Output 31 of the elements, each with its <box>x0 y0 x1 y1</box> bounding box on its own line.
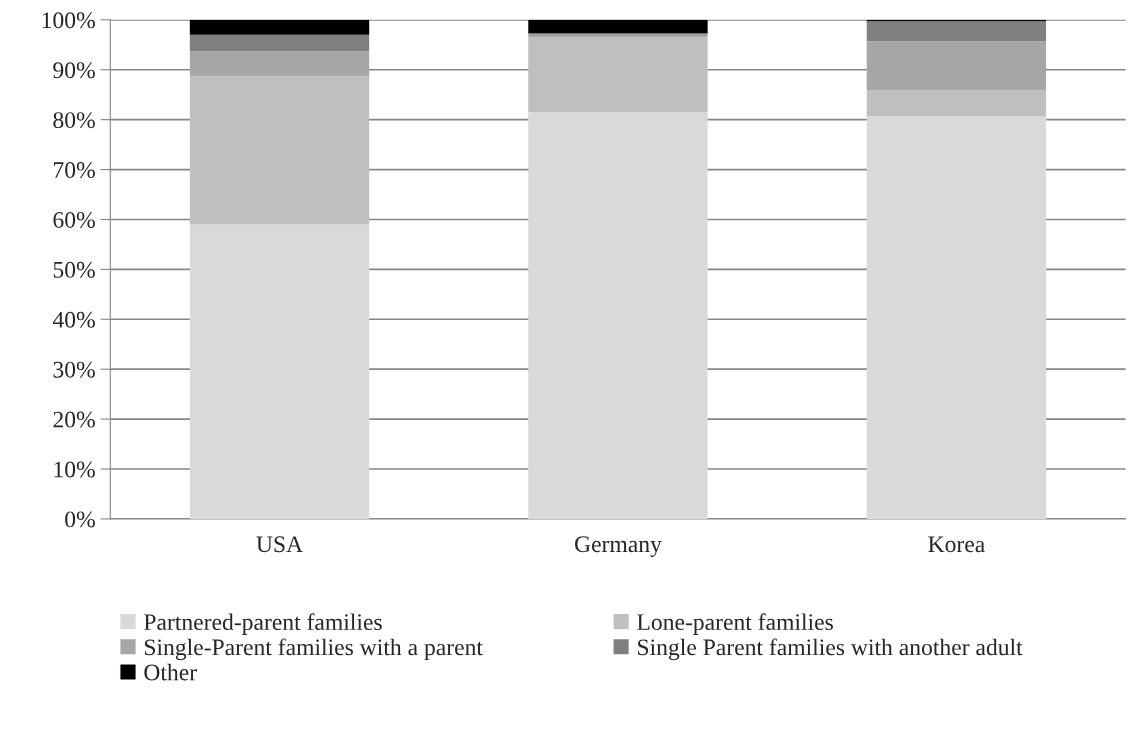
legend-label: Lone-parent families <box>637 613 833 635</box>
bar <box>528 112 708 519</box>
y-tick-label: 20% <box>53 411 95 428</box>
y-tick-label: 0% <box>65 511 95 528</box>
legend-label: Partnered-parent families <box>144 613 382 635</box>
bar <box>866 41 1047 91</box>
y-tick-label: 60% <box>53 211 95 228</box>
x-tick-label: USA <box>256 536 303 553</box>
bar <box>189 19 370 35</box>
bar <box>189 224 370 519</box>
legend-label: Other <box>144 663 197 681</box>
y-tick-label: 70% <box>53 162 95 179</box>
y-tick-label: 30% <box>53 361 95 378</box>
legend-label: Single Parent families with another adult <box>638 638 1023 661</box>
x-tick-label: Germany <box>575 536 662 558</box>
bar <box>866 116 1047 519</box>
y-tick-label: 80% <box>53 112 95 129</box>
bar <box>189 76 370 225</box>
x-tick-label: Korea <box>928 536 985 553</box>
bar <box>528 19 708 34</box>
y-tick-label: 50% <box>53 261 95 278</box>
y-tick-label: 10% <box>54 461 95 478</box>
y-tick-label: 40% <box>52 311 95 328</box>
legend-label: Single-Parent families with a parent <box>144 638 483 661</box>
bar <box>528 37 708 113</box>
y-tick-label: 100% <box>42 12 95 29</box>
bar <box>866 21 1047 42</box>
bar <box>189 34 370 52</box>
bar <box>189 51 370 77</box>
bar <box>866 90 1047 117</box>
y-tick-label: 90% <box>53 62 95 79</box>
